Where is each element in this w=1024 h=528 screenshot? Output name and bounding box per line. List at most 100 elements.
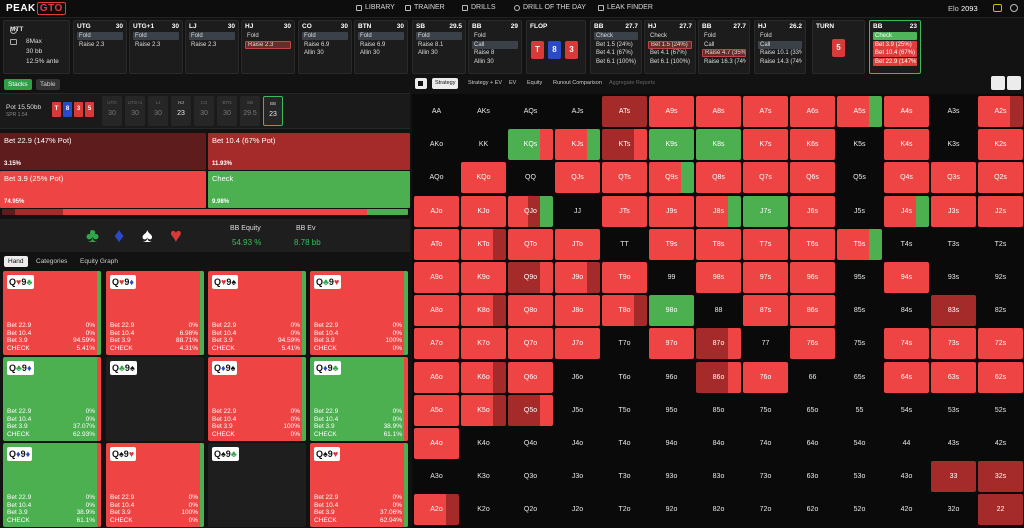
settings-icon[interactable] — [1010, 4, 1018, 12]
heart-icon[interactable]: ♥ — [170, 225, 182, 247]
seat-btn[interactable]: BTN 30 — [217, 96, 237, 126]
range-cell-aqo[interactable]: AQo — [414, 162, 459, 193]
range-cell-92o[interactable]: 92o — [649, 494, 694, 525]
action-option[interactable]: Fold — [474, 33, 486, 39]
tab-categories[interactable]: Categories — [36, 258, 68, 265]
range-cell-j5s[interactable]: J5s — [837, 196, 882, 227]
range-cell-t3o[interactable]: T3o — [602, 461, 647, 492]
range-cell-t9o[interactable]: T9o — [602, 262, 647, 293]
tab-aggregate-reports[interactable]: Aggregate Reports — [609, 80, 656, 86]
range-cell-82s[interactable]: 82s — [978, 295, 1023, 326]
range-cell-63o[interactable]: 63o — [790, 461, 835, 492]
range-cell-53o[interactable]: 53o — [837, 461, 882, 492]
range-cell-kqo[interactable]: KQo — [461, 162, 506, 194]
range-cell-qq[interactable]: QQ — [508, 162, 553, 193]
range-cell-99[interactable]: 99 — [649, 262, 694, 293]
range-cell-aks[interactable]: AKs — [461, 96, 506, 127]
range-cell-95o[interactable]: 95o — [649, 395, 694, 426]
range-cell-k4o[interactable]: K4o — [461, 428, 506, 459]
action-option[interactable]: Raise 2.3 — [191, 41, 217, 48]
range-cell-a2s[interactable]: A2s — [978, 96, 1023, 127]
range-cell-85o[interactable]: 85o — [696, 395, 741, 426]
range-cell-ako[interactable]: AKo — [414, 129, 459, 160]
hand-combo-card[interactable]: Q♣9♠ — [106, 357, 204, 441]
diamond-icon[interactable]: ♦ — [114, 225, 125, 247]
range-cell-q7o[interactable]: Q7o — [508, 328, 553, 360]
range-cell-j8s[interactable]: J8s — [696, 195, 741, 227]
range-cell-j7s[interactable]: J7s — [743, 195, 788, 227]
range-cell-q2s[interactable]: Q2s — [978, 162, 1023, 194]
position-node-sb[interactable]: SB 29.5 Fold Raise 8.1 Allin 30 — [412, 20, 466, 74]
range-cell-q9s[interactable]: Q9s — [649, 162, 694, 194]
position-node-utg[interactable]: UTG 30 Fold Raise 2.3 — [73, 20, 127, 74]
range-cell-t9s[interactable]: T9s — [649, 228, 694, 260]
range-cell-j4o[interactable]: J4o — [555, 428, 600, 459]
range-cell-a3s[interactable]: A3s — [931, 96, 976, 127]
action-option[interactable]: Fold — [133, 32, 179, 40]
range-cell-a2o[interactable]: A2o — [414, 494, 459, 526]
range-cell-64s[interactable]: 64s — [884, 361, 929, 393]
range-cell-a6s[interactable]: A6s — [790, 96, 835, 127]
strategy-option[interactable]: Bet 10.4 (67% Pot) 11.93% — [208, 133, 410, 170]
action-option[interactable]: Bet 6.1 (100%) — [596, 58, 637, 65]
range-cell-aqs[interactable]: AQs — [508, 96, 553, 127]
range-cell-a9s[interactable]: A9s — [649, 96, 694, 127]
range-cell-95s[interactable]: 95s — [837, 262, 882, 293]
action-option[interactable]: Raise 6.9 — [360, 41, 386, 48]
range-cell-a9o[interactable]: A9o — [414, 262, 459, 293]
position-node-bb[interactable]: BB 27.7 Fold Call Raise 4.7 (35%) Raise 16.3 … — [698, 20, 750, 74]
range-cell-t8o[interactable]: T8o — [602, 295, 647, 327]
range-cell-t6s[interactable]: T6s — [790, 228, 835, 260]
range-cell-t3s[interactable]: T3s — [931, 229, 976, 260]
hand-combo-card[interactable]: Q♦9♦ Bet 22.9 0% Bet 10.4 0% Bet 3.9 38.9% CHEC… — [3, 443, 101, 527]
range-cell-83s[interactable]: 83s — [931, 295, 976, 327]
range-cell-qto[interactable]: QTo — [508, 228, 553, 260]
tab-table[interactable]: Table — [36, 79, 60, 90]
hand-combo-card[interactable]: Q♠9♥ Bet 22.9 0% Bet 10.4 0% Bet 3.9 100% CHECK… — [106, 443, 204, 527]
action-option[interactable]: Fold — [247, 33, 259, 39]
range-cell-kto[interactable]: KTo — [461, 228, 506, 260]
action-option[interactable]: Raise 8 — [474, 50, 495, 56]
range-cell-kjo[interactable]: KJo — [461, 195, 506, 227]
action-option[interactable]: Call — [472, 40, 518, 49]
hand-combo-card[interactable]: Q♥9♦ Bet 22.9 0% Bet 10.4 6.98% Bet 3.9 88.71%… — [106, 271, 204, 355]
range-cell-j2o[interactable]: J2o — [555, 494, 600, 525]
position-node-utgplus1[interactable]: UTG+1 30 Fold Raise 2.3 — [129, 20, 183, 74]
range-cell-33[interactable]: 33 — [931, 461, 976, 493]
range-cell-62s[interactable]: 62s — [978, 361, 1023, 393]
position-node-co[interactable]: CO 30 Fold Raise 6.9 Allin 30 — [298, 20, 352, 74]
hand-combo-card[interactable]: Q♦9♣ Bet 22.9 0% Bet 10.4 0% Bet 3.9 38.9% CHEC… — [310, 357, 408, 441]
position-node-bb[interactable]: BB 29 Fold Call Raise 8 Allin 30 — [468, 20, 522, 74]
range-cell-73s[interactable]: 73s — [931, 328, 976, 360]
seat-bb[interactable]: BB 23 — [263, 96, 283, 126]
range-cell-k3o[interactable]: K3o — [461, 461, 506, 492]
range-cell-j6s[interactable]: J6s — [790, 195, 835, 227]
range-cell-j7o[interactable]: J7o — [555, 328, 600, 360]
position-node-hj[interactable]: HJ 26.2 Fold Call Raise 10.1 (33%) Raise 14.3… — [754, 20, 806, 74]
seat-sb[interactable]: SB 29.5 — [240, 96, 260, 126]
action-option[interactable]: Fold — [358, 32, 404, 40]
range-cell-k7s[interactable]: K7s — [743, 129, 788, 161]
action-option[interactable]: Allin 30 — [360, 50, 380, 56]
range-cell-a5o[interactable]: A5o — [414, 394, 459, 426]
range-cell-84o[interactable]: 84o — [696, 428, 741, 459]
range-cell-63s[interactable]: 63s — [931, 361, 976, 393]
range-cell-ajs[interactable]: AJs — [555, 96, 600, 127]
range-cell-96o[interactable]: 96o — [649, 362, 694, 393]
range-cell-a8o[interactable]: A8o — [414, 295, 459, 327]
range-cell-77[interactable]: 77 — [743, 328, 788, 359]
range-cell-q5o[interactable]: Q5o — [508, 394, 553, 426]
club-icon[interactable]: ♣ — [86, 225, 100, 247]
range-cell-96s[interactable]: 96s — [790, 262, 835, 293]
range-cell-66[interactable]: 66 — [790, 362, 835, 393]
action-option[interactable]: Bet 1.5 (24%) — [648, 40, 692, 49]
range-cell-kjs[interactable]: KJs — [555, 129, 600, 161]
range-cell-52s[interactable]: 52s — [978, 395, 1023, 426]
range-cell-97s[interactable]: 97s — [743, 262, 788, 293]
tab-hand[interactable]: Hand — [4, 256, 28, 267]
range-cell-q4s[interactable]: Q4s — [884, 162, 929, 194]
seat-utgplus1[interactable]: UTG+1 30 — [125, 96, 145, 126]
flop-node[interactable]: FLOP T 8 3 — [526, 20, 586, 74]
tab-equity[interactable]: Equity — [527, 80, 543, 86]
range-cell-a4s[interactable]: A4s — [884, 96, 929, 127]
